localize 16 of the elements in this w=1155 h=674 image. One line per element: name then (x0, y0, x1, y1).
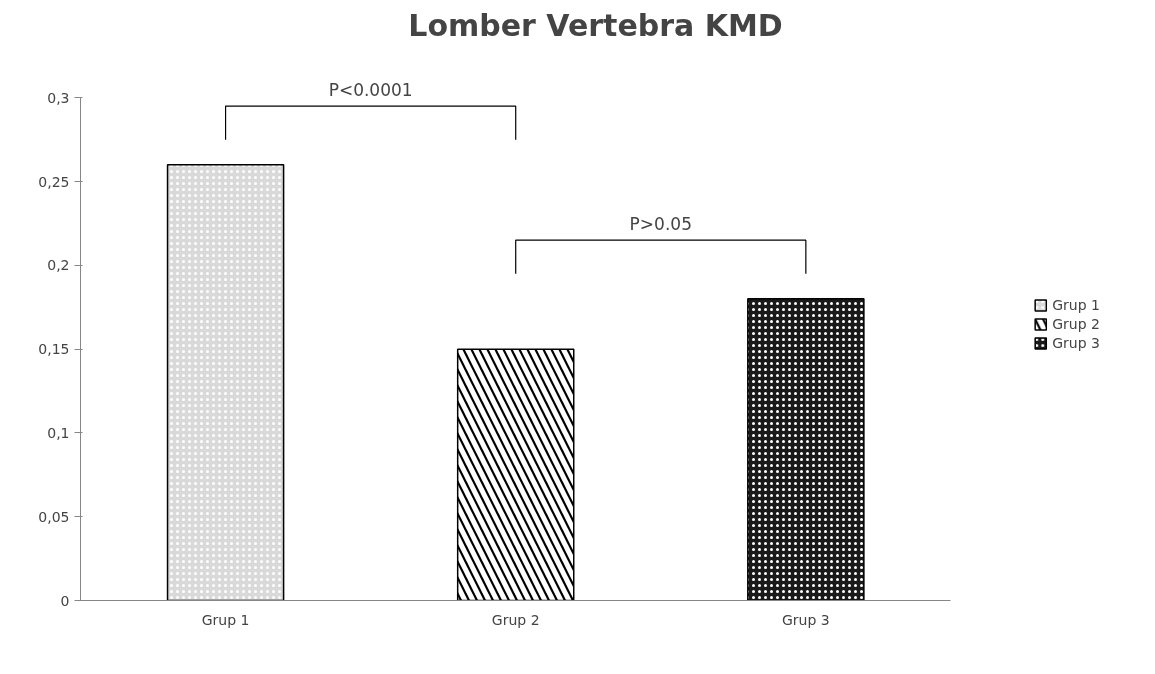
y-tick-label: 0,2 (47, 257, 70, 274)
y-tick-label: 0,15 (38, 341, 70, 358)
legend-label: Grup 2 (1052, 315, 1100, 332)
legend-label: Grup 3 (1052, 334, 1100, 351)
chart-title: Lomber Vertebra KMD (408, 7, 783, 43)
x-tick-label: Grup 2 (491, 611, 540, 628)
y-tick-label: 0,3 (47, 89, 70, 106)
y-tick-label: 0 (60, 592, 70, 609)
x-tick-label: Grup 1 (201, 611, 250, 628)
annotation: P>0.05 (629, 214, 692, 235)
y-tick-label: 0,05 (38, 508, 70, 525)
annotation: P<0.0001 (328, 80, 413, 101)
x-tick-label: Grup 3 (781, 611, 830, 628)
y-tick-label: 0,1 (47, 424, 70, 441)
legend-label: Grup 1 (1052, 296, 1100, 313)
y-tick-label: 0,25 (38, 173, 70, 190)
